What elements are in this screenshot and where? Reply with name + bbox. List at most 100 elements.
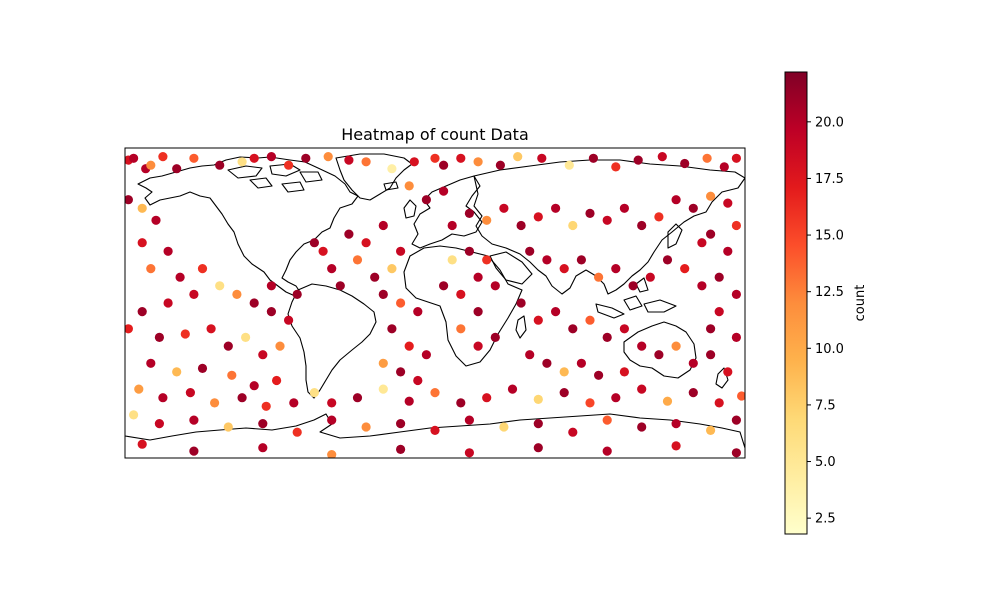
- data-point: [559, 388, 569, 398]
- data-point: [688, 388, 698, 398]
- data-point: [292, 289, 302, 299]
- data-point: [551, 307, 561, 317]
- data-point: [671, 419, 681, 429]
- data-point: [158, 152, 168, 162]
- colorbar-tick-label: 15.0: [815, 229, 844, 244]
- data-point: [284, 160, 294, 170]
- data-point: [464, 415, 474, 425]
- data-point: [387, 264, 397, 274]
- data-point: [154, 419, 164, 429]
- data-point: [723, 198, 733, 208]
- colorbar-tick-label: 20.0: [815, 115, 844, 130]
- data-point: [309, 388, 319, 398]
- data-point: [585, 315, 595, 325]
- data-point: [654, 350, 664, 360]
- data-point: [258, 419, 268, 429]
- data-point: [232, 289, 242, 299]
- data-point: [490, 332, 500, 342]
- data-point: [163, 298, 173, 308]
- colorbar-tick-label: 5.0: [815, 455, 836, 470]
- data-point: [671, 441, 681, 451]
- data-point: [292, 427, 302, 437]
- map-frame: [124, 147, 746, 459]
- data-point: [189, 289, 199, 299]
- data-point: [482, 215, 492, 225]
- coastline-greenland: [335, 153, 413, 201]
- coastline-iceland: [383, 181, 399, 191]
- data-point: [327, 415, 337, 425]
- data-point: [495, 160, 505, 170]
- data-point: [129, 153, 139, 163]
- coastline-indonesia: [595, 277, 677, 319]
- data-point: [499, 422, 509, 432]
- data-point: [706, 229, 716, 239]
- data-point: [327, 264, 337, 274]
- data-point: [396, 367, 406, 377]
- data-point: [706, 425, 716, 435]
- coastline-antarctica: [125, 413, 745, 449]
- data-point: [137, 307, 147, 317]
- data-point: [430, 153, 440, 163]
- data-point: [637, 384, 647, 394]
- data-point: [370, 272, 380, 282]
- data-point: [301, 153, 311, 163]
- data-point: [137, 203, 147, 213]
- data-point: [671, 341, 681, 351]
- data-point: [430, 425, 440, 435]
- data-point: [258, 443, 268, 453]
- data-point: [206, 324, 216, 334]
- data-point: [542, 255, 552, 265]
- data-point: [714, 272, 724, 282]
- colorbar-ticks: 2.5 5.0 7.5 10.0 12.5 15.0 17.5 20.0: [807, 115, 844, 527]
- data-point: [352, 255, 363, 265]
- data-point: [439, 186, 449, 196]
- data-point: [576, 358, 587, 368]
- data-point: [490, 281, 500, 291]
- data-point: [611, 162, 621, 172]
- data-point: [327, 450, 337, 458]
- data-point: [551, 203, 561, 213]
- data-point: [396, 444, 406, 454]
- data-point: [318, 246, 328, 256]
- data-point: [525, 246, 535, 256]
- data-point: [327, 398, 337, 408]
- data-point: [210, 398, 220, 408]
- data-point: [731, 153, 742, 163]
- data-point: [611, 393, 621, 403]
- data-point: [714, 398, 724, 408]
- coastline-madagascar: [515, 315, 527, 339]
- colorbar-gradient: [784, 71, 808, 535]
- coastline-asia: [473, 159, 745, 295]
- data-point: [533, 212, 543, 222]
- data-point: [499, 203, 509, 213]
- coastline-arctic-islands: [227, 163, 323, 193]
- data-point: [706, 350, 716, 360]
- coastline-south-america: [287, 283, 377, 399]
- data-point: [134, 384, 144, 394]
- data-point: [189, 446, 199, 456]
- data-point: [633, 155, 643, 165]
- data-point: [706, 324, 716, 334]
- data-point: [215, 281, 225, 291]
- coastline-arabia: [489, 251, 533, 285]
- data-point: [525, 350, 535, 360]
- data-point: [378, 220, 388, 231]
- data-point: [702, 153, 712, 163]
- data-point: [542, 358, 552, 368]
- data-point: [697, 281, 707, 291]
- data-point: [456, 324, 466, 334]
- data-point: [671, 195, 681, 205]
- data-point: [396, 419, 406, 429]
- data-point: [447, 255, 457, 265]
- coastline-australia: [623, 321, 697, 379]
- data-point: [404, 181, 414, 191]
- chart-title: Heatmap of count Data: [341, 125, 529, 144]
- data-point: [680, 264, 690, 274]
- data-point: [323, 152, 333, 162]
- data-point: [189, 153, 199, 163]
- data-point: [706, 191, 716, 201]
- colorbar-tick-label: 7.5: [815, 398, 836, 413]
- data-point: [284, 315, 294, 325]
- colorbar-label: count: [853, 285, 868, 322]
